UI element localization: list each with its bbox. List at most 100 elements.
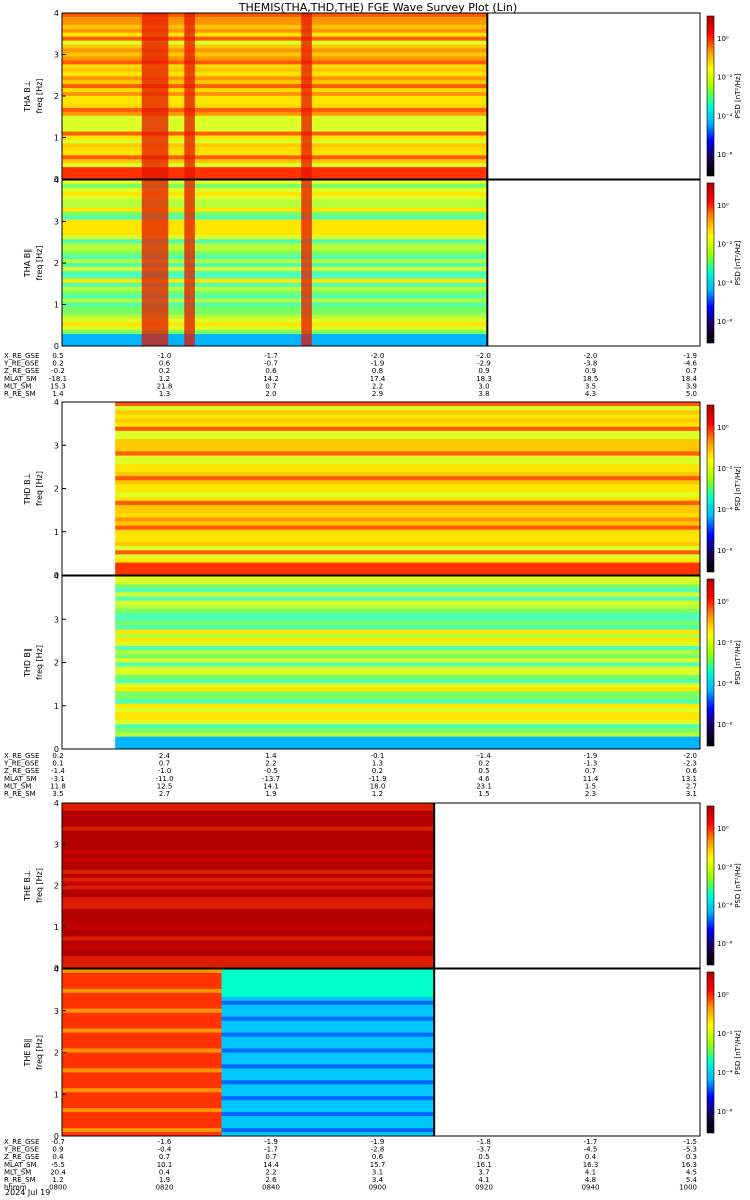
spectrogram-band [62,1044,222,1050]
freq-tick-label: 2 [54,659,59,668]
spectrogram-band [62,20,488,26]
orbit-value: 0.2 [372,767,383,775]
freq-tick-label: 1 [54,301,59,310]
spectrogram-band [62,259,488,264]
spectrogram-thd-b⊥: 0 1 2 3 4 THD B⊥ freq [Hz] 10⁰ 10⁻² 10⁻⁴ 10⁻⁶ PSD [… [23,398,742,580]
orbit-value: 0.8 [372,367,383,375]
orbit-value: 1.4 [52,390,64,398]
time-tick-label: 0920 [475,1184,493,1192]
spectrogram-band [62,889,435,894]
spectrogram-band [62,147,488,152]
spectrogram-band [62,806,435,812]
orbit-value: 3.8 [478,390,489,398]
orbit-value: 14.1 [263,782,279,790]
panel-ylabel: THA B∥ [23,249,32,278]
spectrogram-band [62,1056,222,1061]
orbit-value: -1.7 [264,1146,278,1154]
spectrogram-band [221,992,435,998]
orbit-value: 23.1 [476,782,492,790]
orbit-value: -3.8 [584,360,598,368]
orbit-row-label: MLT_SM [4,1168,31,1176]
orbit-value: 1.2 [159,375,170,383]
spectrogram-band [62,290,488,296]
orbit-value: 21.8 [157,382,173,390]
colorbar-tick-label: 10⁰ [717,424,729,432]
spectrogram-band [115,596,700,602]
panel-ylabel: THA B⊥ [23,80,32,112]
spectrogram-band [62,1132,222,1137]
spectrogram-band [115,588,700,593]
orbit-row-label: Z_RE_GSE [4,767,39,775]
spectrogram-band [62,1016,222,1022]
spectrogram-band [62,123,488,129]
freq-tick-label: 0 [54,745,59,754]
orbit-value: -2.8 [371,1146,385,1154]
spectrogram-band [62,96,488,101]
orbit-value: 3.1 [372,1168,383,1176]
orbit-row-label: X_RE_GSE [4,352,39,360]
orbit-value: -11.9 [368,775,386,783]
spectrogram-band [221,1056,435,1061]
spectrogram-band [62,338,488,343]
spectrogram-band [62,1116,222,1121]
spectrogram-band [62,956,435,961]
freq-tick-label: 0 [54,964,59,973]
spectrogram-band [62,187,488,193]
spectrogram-band [221,1004,435,1010]
spectrogram-band [62,24,488,30]
orbit-value: 16.3 [583,1161,599,1169]
spectrogram-band [221,1116,435,1121]
orbit-value: 18.3 [476,375,492,383]
orbit-value: 0.7 [585,767,596,775]
orbit-value: 0.1 [52,760,63,768]
spectrogram-band [115,687,700,692]
colorbar-tick-label: 10⁰ [717,598,729,606]
orbit-row-label: Z_RE_GSE [4,367,39,375]
spectrogram-band [115,430,700,436]
orbit-value: 0.7 [265,1153,276,1161]
freq-axis-label: freq [Hz] [35,79,44,114]
spectrogram-band [62,1000,222,1006]
spectrogram-band [115,691,700,696]
freq-axis-label: freq [Hz] [35,1035,44,1070]
spectrogram-band [115,529,700,535]
spectrogram-band [62,167,488,172]
orbit-value: 13.1 [681,775,697,783]
spectrogram-burst [141,180,169,346]
spectrogram-band [115,467,700,473]
orbit-row-label: MLAT_SM [4,775,37,783]
orbit-row-label: X_RE_GSE [4,752,39,760]
spectrogram-band [62,1036,222,1042]
orbit-value: -1.9 [584,752,598,760]
orbit-value: 2.2 [265,1168,276,1176]
spectrogram-band [62,909,435,914]
orbit-value: -2.0 [477,352,491,360]
orbit-value: 3.1 [686,790,697,798]
spectrogram-band [62,960,435,965]
spectrogram-band [115,621,700,626]
spectrogram-band [115,492,700,498]
spectrogram-band [62,936,435,941]
orbit-value: 4.3 [585,390,596,398]
colorbar-label: PSD [nT²/Hz] [734,1030,742,1075]
spectrogram-band [115,608,700,614]
spectrogram-band [62,1004,222,1010]
spectrogram-the-b∥: 0 1 2 3 4 THE B∥ freq [Hz] 10⁰ 10⁻² 10⁻⁴ 10⁻⁶ PSD [… [23,965,742,1141]
spectrogram-band [115,654,700,659]
freq-tick-label: 0 [54,342,59,351]
spectrogram-band [62,1040,222,1046]
orbit-value: 1.5 [585,782,596,790]
orbit-value: 14.2 [263,375,279,383]
orbit-value: 0.6 [686,767,698,775]
spectrogram-band [62,155,488,160]
time-tick-label: 0820 [156,1184,174,1192]
spectrogram-band [115,625,700,631]
spectrogram-band [115,724,700,729]
orbit-value: 15.7 [370,1161,386,1169]
orbit-value: 18.0 [370,782,386,790]
spectrogram-band [62,810,435,816]
spectrogram-band [221,1072,435,1077]
orbit-value: -1.5 [683,1138,697,1146]
spectrogram-band [221,1024,435,1030]
spectrogram-band [115,402,700,407]
